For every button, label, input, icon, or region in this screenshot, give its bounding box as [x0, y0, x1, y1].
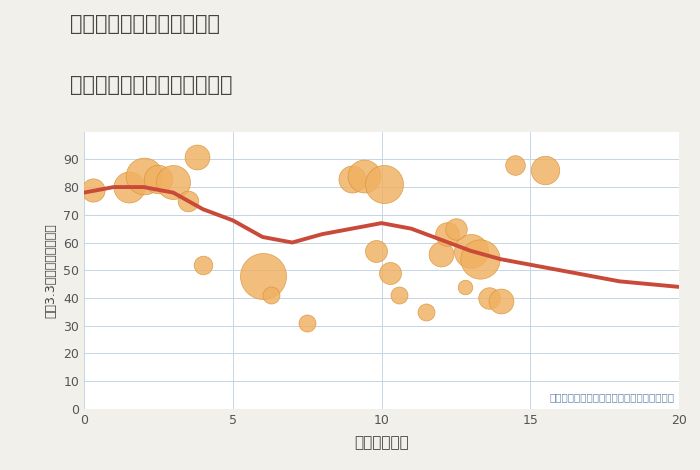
Point	[393, 291, 405, 299]
Point	[450, 225, 461, 233]
Point	[379, 180, 390, 188]
Point	[358, 172, 370, 180]
Point	[266, 291, 277, 299]
Text: 円の大きさは、取引のあった物件面積を示す: 円の大きさは、取引のあった物件面積を示す	[550, 392, 675, 402]
Point	[88, 186, 99, 194]
Point	[459, 283, 470, 290]
Point	[183, 197, 194, 205]
Point	[153, 175, 164, 182]
Point	[257, 272, 268, 280]
Point	[197, 261, 209, 268]
Y-axis label: 坪（3.3㎡）単価（万円）: 坪（3.3㎡）単価（万円）	[45, 223, 57, 318]
Point	[385, 269, 396, 277]
Point	[302, 319, 313, 327]
Point	[483, 294, 494, 302]
Point	[465, 247, 476, 255]
Point	[138, 172, 149, 180]
Point	[510, 161, 521, 169]
Point	[370, 247, 381, 255]
Point	[441, 230, 452, 238]
Point	[474, 255, 485, 263]
Point	[192, 153, 203, 160]
X-axis label: 駅距離（分）: 駅距離（分）	[354, 435, 409, 450]
Text: 三重県桑名市多度町力尾の: 三重県桑名市多度町力尾の	[70, 14, 220, 34]
Point	[540, 167, 551, 174]
Point	[421, 308, 432, 316]
Text: 駅距離別中古マンション価格: 駅距離別中古マンション価格	[70, 75, 232, 95]
Point	[435, 250, 447, 258]
Point	[168, 178, 179, 185]
Point	[495, 297, 506, 305]
Point	[123, 183, 134, 191]
Point	[346, 175, 357, 182]
